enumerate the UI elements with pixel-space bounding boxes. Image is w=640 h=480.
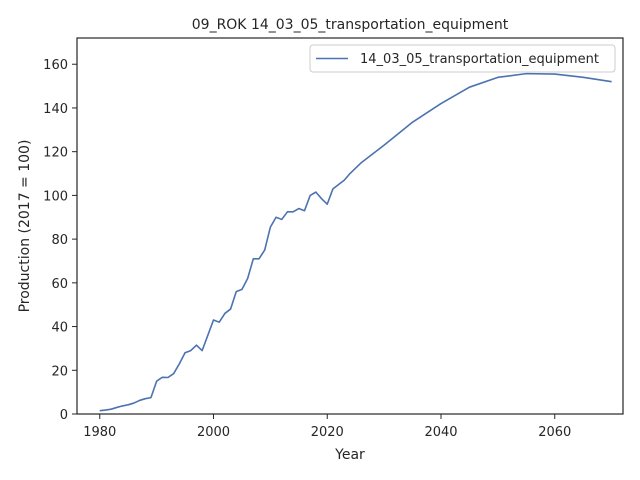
y-tick-label: 0 [60, 408, 68, 423]
y-tick-label: 20 [51, 364, 68, 379]
y-tick-label: 140 [43, 102, 68, 117]
x-tick-label: 2060 [538, 425, 571, 440]
legend-entry-label: 14_03_05_transportation_equipment [360, 52, 599, 67]
x-tick-label: 1980 [83, 425, 116, 440]
x-tick-label: 2000 [197, 425, 230, 440]
x-tick-label: 2020 [311, 425, 344, 440]
legend-frame [309, 44, 616, 73]
y-axis-label: Production (2017 = 100) [17, 140, 33, 313]
y-tick-label: 80 [51, 233, 68, 248]
x-axis-label: Year [334, 447, 365, 463]
y-tick-label: 40 [51, 321, 68, 336]
series-line [99, 72, 612, 412]
y-tick-label: 120 [43, 146, 68, 161]
legend: 14_03_05_transportation_equipment [309, 44, 616, 73]
plot-area: 1980 2000 2020 2040 206002040608010012014016… [43, 37, 624, 440]
y-tick-label: 100 [43, 189, 68, 204]
y-tick-label: 60 [51, 277, 68, 292]
x-tick-label: 2040 [424, 425, 457, 440]
chart-title: 09_ROK 14_03_05_transportation_equipment [192, 17, 509, 33]
y-tick-label: 160 [43, 58, 68, 73]
axes-frame [76, 37, 624, 415]
